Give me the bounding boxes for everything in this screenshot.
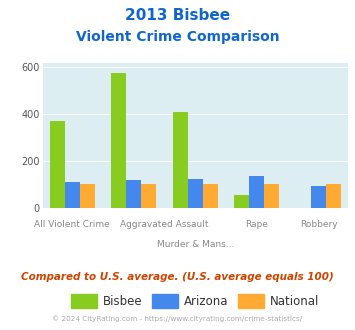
- Text: All Violent Crime: All Violent Crime: [34, 219, 110, 228]
- Bar: [234, 195, 249, 208]
- Text: Robbery: Robbery: [300, 219, 337, 228]
- Bar: [50, 121, 65, 208]
- Bar: [126, 180, 141, 208]
- Bar: [111, 73, 126, 208]
- Text: Aggravated Assault: Aggravated Assault: [120, 219, 209, 228]
- Bar: [141, 184, 156, 208]
- Bar: [311, 186, 326, 208]
- Bar: [65, 182, 80, 208]
- Bar: [80, 184, 94, 208]
- Legend: Bisbee, Arizona, National: Bisbee, Arizona, National: [66, 289, 324, 313]
- Bar: [326, 184, 341, 208]
- Bar: [264, 184, 279, 208]
- Text: 2013 Bisbee: 2013 Bisbee: [125, 8, 230, 23]
- Bar: [188, 179, 203, 208]
- Text: © 2024 CityRating.com - https://www.cityrating.com/crime-statistics/: © 2024 CityRating.com - https://www.city…: [53, 315, 302, 322]
- Bar: [249, 176, 264, 208]
- Text: Compared to U.S. average. (U.S. average equals 100): Compared to U.S. average. (U.S. average …: [21, 272, 334, 282]
- Text: Rape: Rape: [245, 219, 268, 228]
- Bar: [173, 112, 188, 208]
- Text: Violent Crime Comparison: Violent Crime Comparison: [76, 30, 279, 44]
- Text: Murder & Mans...: Murder & Mans...: [157, 240, 234, 249]
- Bar: [203, 184, 218, 208]
